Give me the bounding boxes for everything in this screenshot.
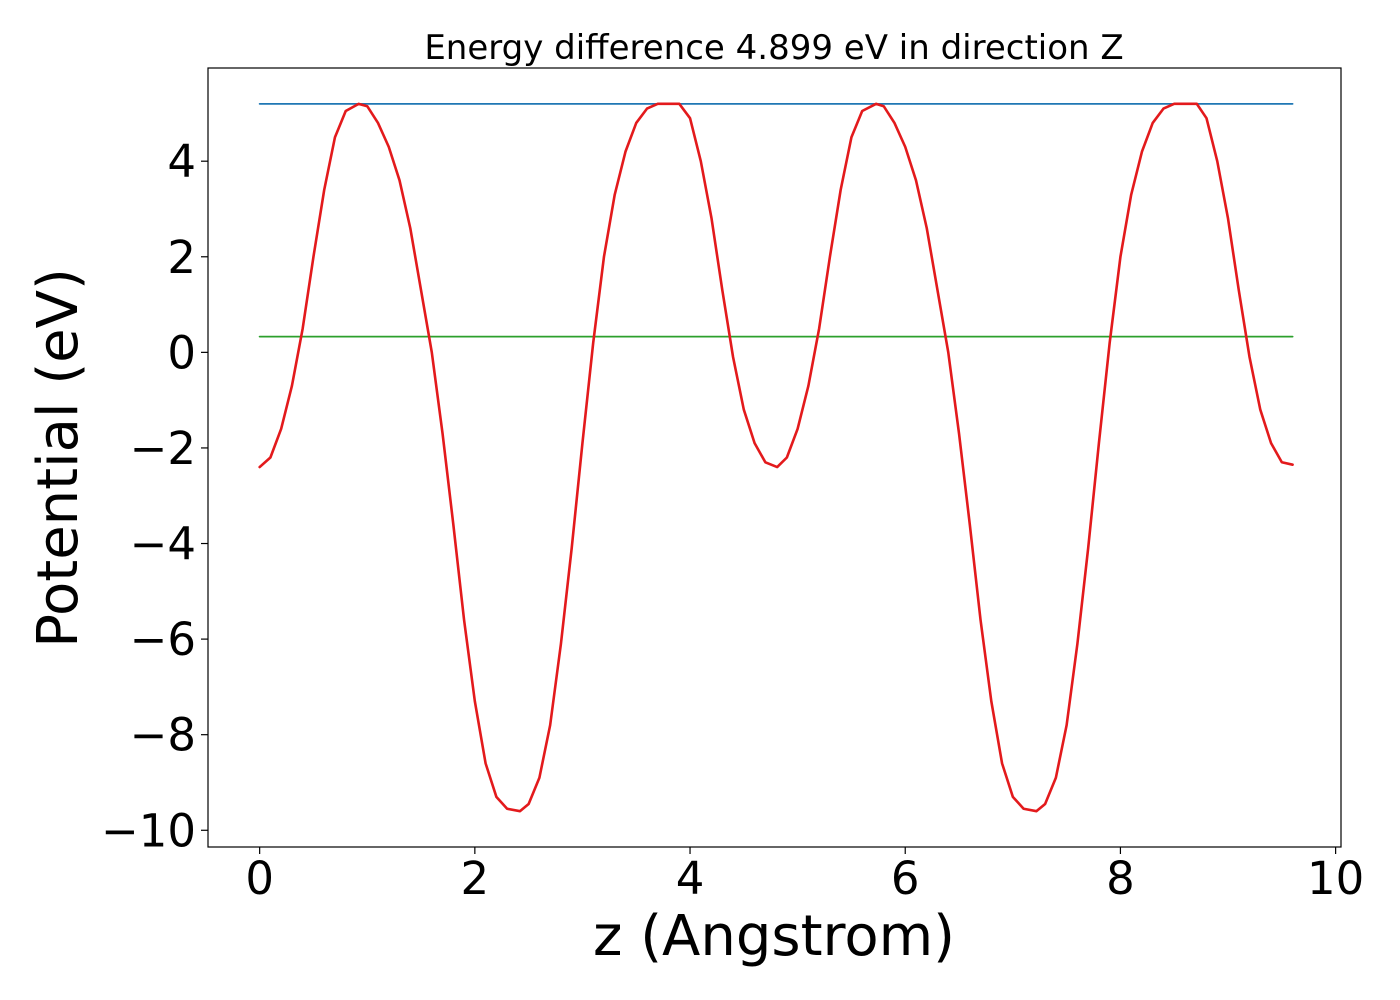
x-tick-label: 10 bbox=[1307, 852, 1364, 905]
y-tick-label: −6 bbox=[130, 613, 196, 666]
y-tick-label: −4 bbox=[130, 518, 196, 571]
x-tick-label: 6 bbox=[891, 852, 920, 905]
x-tick-label: 4 bbox=[676, 852, 705, 905]
y-tick-label: 0 bbox=[167, 326, 196, 379]
y-axis-label: Potential (eV) bbox=[26, 268, 91, 648]
y-tick-label: −2 bbox=[130, 422, 196, 475]
series-line-potential bbox=[258, 102, 1294, 813]
x-tick-label: 8 bbox=[1106, 852, 1135, 905]
y-tick-label: 2 bbox=[167, 231, 196, 284]
x-axis-label: z (Angstrom) bbox=[593, 904, 955, 969]
y-tick-label: −10 bbox=[101, 804, 196, 857]
chart-title: Energy difference 4.899 eV in direction … bbox=[424, 28, 1123, 68]
x-tick-label: 2 bbox=[461, 852, 490, 905]
x-axis-ticks: 0 2 4 6 8 10 bbox=[245, 847, 1364, 905]
x-tick-label: 0 bbox=[245, 852, 274, 905]
y-tick-label: −8 bbox=[130, 709, 196, 762]
plot-frame bbox=[207, 67, 1342, 848]
plot-area bbox=[258, 102, 1294, 813]
y-axis-ticks: 4 2 0 −2 −4 −6 −8 −10 bbox=[101, 135, 208, 857]
y-tick-label: 4 bbox=[167, 135, 196, 188]
